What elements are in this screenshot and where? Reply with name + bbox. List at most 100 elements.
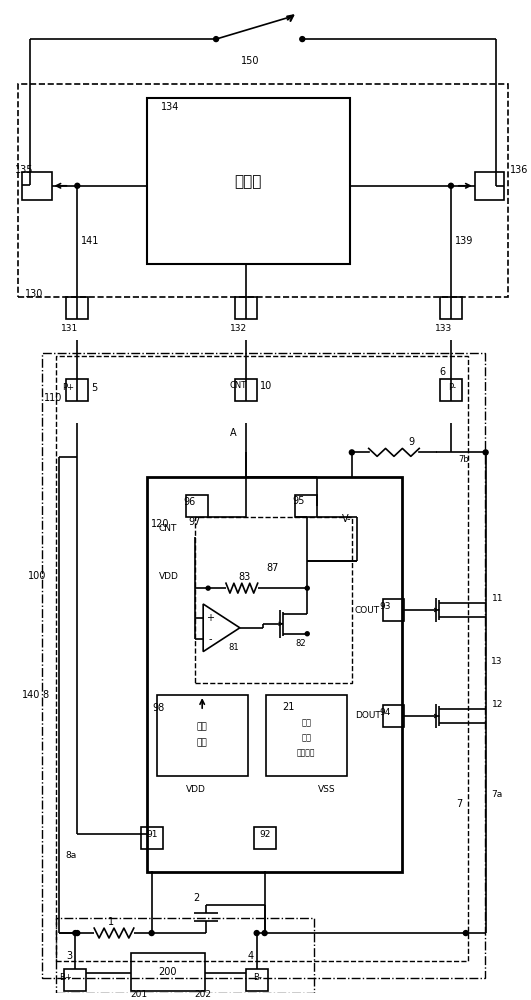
Bar	[266, 695, 347, 776]
Bar	[254, 827, 276, 849]
Text: 100: 100	[28, 571, 46, 581]
Text: -: -	[208, 634, 212, 644]
Circle shape	[213, 37, 219, 42]
Text: 133: 133	[435, 324, 452, 333]
Text: 2: 2	[193, 893, 199, 903]
Bar	[64, 969, 86, 991]
Circle shape	[464, 931, 468, 936]
Bar	[66, 297, 88, 319]
Text: 7a: 7a	[492, 790, 503, 799]
Text: 控制: 控制	[197, 722, 208, 731]
Bar	[382, 705, 405, 727]
Text: +: +	[206, 613, 214, 623]
Text: 7: 7	[456, 799, 462, 809]
Text: 9: 9	[408, 437, 414, 447]
Bar	[147, 477, 402, 872]
Text: 21: 21	[282, 702, 295, 712]
Circle shape	[73, 931, 78, 936]
Text: 1: 1	[108, 917, 114, 927]
Text: B-: B-	[253, 973, 262, 982]
Text: 110: 110	[44, 393, 62, 403]
Text: 82: 82	[295, 639, 306, 648]
Bar	[246, 969, 268, 991]
Text: 131: 131	[62, 324, 79, 333]
Circle shape	[262, 931, 267, 936]
Bar	[131, 953, 205, 991]
Bar	[22, 172, 52, 200]
Text: 95: 95	[293, 496, 305, 506]
Bar	[440, 379, 462, 401]
Circle shape	[206, 586, 210, 590]
Text: 87: 87	[267, 563, 279, 573]
Text: B+: B+	[59, 973, 72, 982]
Circle shape	[305, 632, 309, 636]
Text: 6: 6	[439, 367, 445, 377]
Circle shape	[149, 931, 154, 936]
Text: P-: P-	[448, 383, 456, 392]
Bar	[382, 599, 405, 621]
Text: P+: P+	[63, 383, 74, 392]
Text: 200: 200	[158, 967, 177, 977]
Text: 开关: 开关	[301, 733, 311, 742]
Text: 134: 134	[160, 102, 179, 112]
Text: 120: 120	[151, 519, 169, 529]
Bar	[56, 356, 468, 961]
Bar	[141, 827, 162, 849]
Text: VDD: VDD	[186, 785, 206, 794]
Text: VSS: VSS	[318, 785, 336, 794]
Bar	[295, 495, 317, 517]
Text: 5: 5	[91, 383, 97, 393]
Bar	[41, 353, 485, 978]
Text: 94: 94	[380, 708, 391, 717]
Circle shape	[75, 183, 80, 188]
Bar	[157, 695, 248, 776]
Text: 130: 130	[25, 289, 43, 299]
Circle shape	[483, 450, 488, 455]
Text: 140: 140	[22, 690, 40, 700]
Circle shape	[349, 450, 354, 455]
Text: 电路: 电路	[197, 738, 208, 747]
Bar	[66, 379, 88, 401]
Text: V-: V-	[342, 514, 352, 524]
Bar	[235, 379, 256, 401]
Text: 检测电路: 检测电路	[297, 748, 315, 757]
Text: 81: 81	[228, 643, 239, 652]
Text: 3: 3	[66, 951, 72, 961]
Text: CNT: CNT	[159, 524, 177, 533]
Text: 93: 93	[380, 602, 391, 611]
Text: 135: 135	[15, 165, 33, 175]
Text: 92: 92	[260, 830, 271, 839]
Text: 10: 10	[260, 381, 272, 391]
Text: VDD: VDD	[159, 572, 178, 581]
Text: 202: 202	[194, 990, 211, 999]
Text: 91: 91	[147, 830, 158, 839]
Text: 141: 141	[81, 236, 100, 246]
Text: 4: 4	[247, 951, 254, 961]
Text: 7b: 7b	[458, 455, 469, 464]
Text: 8a: 8a	[65, 851, 76, 860]
Text: 97: 97	[189, 517, 201, 527]
Bar	[186, 495, 208, 517]
Text: 控制部: 控制部	[234, 174, 261, 189]
Circle shape	[300, 37, 305, 42]
Bar	[195, 517, 352, 683]
Text: 98: 98	[152, 703, 165, 713]
Text: 96: 96	[183, 497, 195, 507]
Text: 83: 83	[238, 572, 251, 582]
Bar	[18, 84, 509, 297]
Text: 异常: 异常	[301, 718, 311, 727]
Text: 12: 12	[492, 700, 503, 709]
Bar	[235, 297, 256, 319]
Circle shape	[305, 586, 309, 590]
Text: A: A	[229, 428, 236, 438]
Text: DOUT: DOUT	[355, 711, 381, 720]
Text: 11: 11	[492, 594, 503, 603]
Text: 201: 201	[131, 990, 148, 999]
Text: 8: 8	[42, 690, 49, 700]
Circle shape	[254, 931, 259, 936]
Text: COUT: COUT	[355, 606, 380, 615]
Bar	[475, 172, 504, 200]
Text: 13: 13	[491, 657, 502, 666]
Text: 132: 132	[230, 324, 247, 333]
Text: 139: 139	[455, 236, 473, 246]
